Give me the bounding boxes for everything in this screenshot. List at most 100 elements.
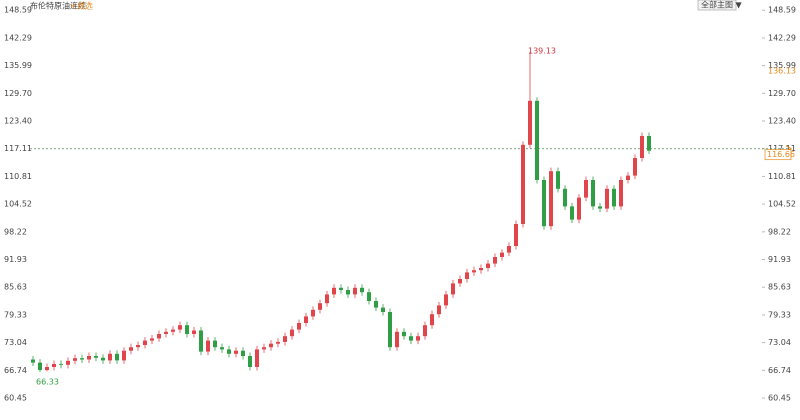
- candle-body: [507, 246, 511, 253]
- y2-tick-label: 98.22: [768, 227, 791, 236]
- y-tick-label: 123.40: [4, 117, 32, 126]
- y-tick-label: 91.93: [4, 255, 27, 264]
- candle-body: [493, 257, 497, 264]
- candle-body: [108, 353, 112, 361]
- candle-body: [297, 323, 301, 330]
- candle-body: [311, 309, 315, 317]
- candle-body: [94, 356, 98, 358]
- candle-body: [38, 362, 42, 371]
- view-selector-box[interactable]: [697, 0, 737, 11]
- candle-body: [409, 336, 413, 341]
- candle-body: [577, 197, 581, 220]
- candle-body: [598, 206, 602, 209]
- candle-body: [591, 180, 595, 207]
- candle-body: [192, 330, 196, 334]
- candle-body: [59, 363, 63, 365]
- candle-body: [535, 100, 539, 180]
- y2-tick-label: 142.29: [768, 33, 796, 42]
- candle-body: [395, 331, 399, 348]
- candle-body: [171, 329, 175, 332]
- candle-body: [178, 325, 182, 330]
- candle-body: [430, 314, 434, 326]
- candle-body: [276, 341, 280, 344]
- candle-body: [73, 358, 77, 361]
- candle-body: [521, 144, 525, 224]
- candle-body: [374, 301, 378, 308]
- y-tick-label: 104.52: [4, 200, 32, 209]
- y2-tick-label: 60.45: [768, 394, 791, 403]
- candle-body: [381, 307, 385, 312]
- candle-body: [458, 279, 462, 284]
- candle-body: [185, 325, 189, 334]
- candle-body: [346, 290, 350, 295]
- candle-body: [45, 367, 49, 371]
- y-tick-label: 110.81: [4, 172, 32, 181]
- marker-price-label: 136.13: [768, 67, 796, 76]
- candle-body: [248, 356, 252, 367]
- candle-body: [52, 363, 56, 367]
- candle-body: [367, 292, 371, 301]
- y-tick-label: 60.45: [4, 394, 27, 403]
- y-tick-label: 117.11: [4, 144, 32, 153]
- y-tick-label: 135.99: [4, 61, 32, 70]
- candle-body: [388, 312, 392, 348]
- candle-body: [640, 136, 644, 158]
- candle-body: [402, 331, 406, 337]
- watch-button[interactable]: +自选: [70, 1, 93, 11]
- y-tick-label: 85.63: [4, 283, 27, 292]
- candle-body: [549, 171, 553, 227]
- y2-tick-label: 91.93: [768, 255, 791, 264]
- candle-body: [486, 263, 490, 268]
- candle-body: [325, 294, 329, 304]
- candle-body: [626, 175, 630, 180]
- y-tick-label: 142.29: [4, 33, 32, 42]
- candle-body: [563, 188, 567, 207]
- candle-body: [542, 180, 546, 227]
- candle-body: [353, 287, 357, 295]
- candle-body: [605, 188, 609, 209]
- y2-tick-label: 85.63: [768, 283, 791, 292]
- candle-body: [479, 268, 483, 271]
- candle-body: [318, 303, 322, 310]
- candle-body: [339, 287, 343, 290]
- candle-body: [360, 287, 364, 293]
- y2-tick-label: 148.59: [768, 6, 796, 15]
- y2-tick-label: 123.40: [768, 117, 796, 126]
- candle-body: [255, 349, 259, 367]
- candle-body: [241, 350, 245, 356]
- candle-body: [290, 329, 294, 337]
- candle-body: [584, 180, 588, 198]
- candle-body: [451, 283, 455, 295]
- candle-body: [129, 347, 133, 351]
- candle-body: [136, 345, 140, 348]
- max-label: 139.13: [528, 46, 556, 55]
- min-label: 66.33: [36, 378, 59, 387]
- view-selector[interactable]: 全部主图 ▼: [701, 0, 743, 10]
- candle-body: [437, 305, 441, 315]
- y-tick-label: 79.33: [4, 310, 27, 319]
- y-tick-label: 98.22: [4, 227, 27, 236]
- candle-body: [101, 357, 105, 361]
- candle-body: [416, 336, 420, 341]
- candle-body: [269, 343, 273, 348]
- candle-body: [570, 206, 574, 220]
- candle-body: [556, 171, 560, 189]
- y2-tick-label: 135.99: [768, 61, 796, 70]
- candle-body: [465, 272, 469, 279]
- candle-body: [213, 340, 217, 348]
- candle-body: [206, 340, 210, 352]
- candle-body: [164, 331, 168, 334]
- candle-body: [115, 353, 119, 361]
- last-price-label: 116.66: [767, 150, 795, 159]
- candle-body: [66, 360, 70, 365]
- y-tick-label: 73.04: [4, 338, 27, 347]
- candle-body: [283, 336, 287, 342]
- y2-tick-label: 110.81: [768, 172, 796, 181]
- candle-body: [514, 224, 518, 246]
- candle-body: [633, 158, 637, 176]
- candle-body: [423, 325, 427, 337]
- candle-body: [31, 359, 35, 363]
- candle-body: [612, 188, 616, 207]
- candle-body: [150, 338, 154, 341]
